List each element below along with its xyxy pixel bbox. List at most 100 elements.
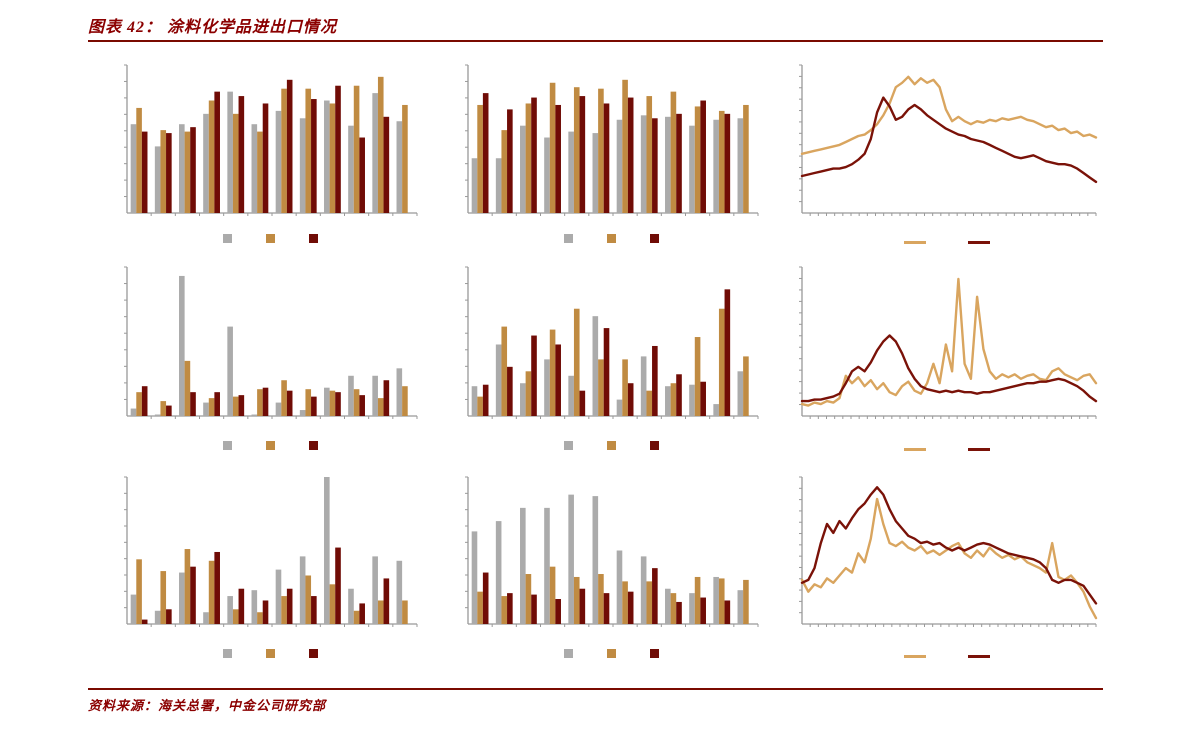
bar-tan bbox=[549, 566, 556, 624]
bar-tan bbox=[525, 371, 532, 416]
bar-gray bbox=[616, 399, 623, 416]
bar-darkred bbox=[555, 344, 561, 416]
bar-chart-top-middle bbox=[460, 61, 762, 221]
bar-darkred bbox=[724, 289, 731, 416]
bar-gray bbox=[568, 131, 574, 213]
bar-darkred bbox=[676, 113, 682, 213]
bar-tan bbox=[160, 401, 167, 416]
bar-darkred bbox=[531, 335, 537, 416]
bar-tan bbox=[598, 88, 604, 213]
bar-tan bbox=[257, 389, 263, 416]
line-chart-top-right bbox=[794, 61, 1100, 221]
bar-gray bbox=[203, 612, 209, 624]
bar-gray bbox=[372, 93, 378, 213]
legend-swatch-darkred bbox=[968, 655, 990, 658]
bar-gray bbox=[203, 113, 209, 213]
legend-middle-left bbox=[119, 441, 421, 450]
bar-tan bbox=[136, 392, 142, 416]
bar-gray bbox=[396, 121, 403, 213]
bar-darkred bbox=[482, 384, 489, 416]
bar-darkred bbox=[214, 551, 220, 624]
legend-bottom-left bbox=[119, 649, 421, 658]
bar-chart-top-left bbox=[119, 61, 421, 221]
bar-tan bbox=[646, 390, 653, 416]
bar-gray bbox=[396, 368, 403, 416]
bar-tan bbox=[743, 104, 749, 213]
bar-tan bbox=[305, 88, 312, 213]
bar-tan bbox=[281, 596, 287, 624]
bar-darkred bbox=[555, 104, 561, 213]
legend-swatch-darkred bbox=[308, 441, 318, 450]
bar-tan bbox=[573, 308, 580, 416]
bar-gray bbox=[520, 383, 526, 416]
bar-darkred bbox=[383, 578, 390, 624]
bar-gray bbox=[154, 146, 161, 213]
bar-chart-canvas bbox=[124, 266, 418, 419]
legend-swatch-darkred bbox=[968, 448, 990, 451]
bar-darkred bbox=[335, 85, 341, 213]
bar-tan bbox=[208, 398, 215, 416]
bar-darkred bbox=[507, 366, 513, 416]
bar-chart-canvas bbox=[465, 476, 759, 627]
bar-tan bbox=[377, 600, 384, 624]
bar-tan bbox=[232, 396, 239, 416]
bar-darkred bbox=[579, 96, 586, 213]
bar-gray bbox=[396, 560, 403, 624]
bar-tan bbox=[573, 87, 580, 213]
source-note: 资料来源：海关总署，中金公司研究部 bbox=[88, 698, 327, 713]
bar-darkred bbox=[238, 395, 245, 416]
bar-tan bbox=[208, 560, 215, 624]
bar-tan bbox=[694, 576, 701, 624]
title-divider-rule bbox=[88, 40, 1103, 42]
bar-darkred bbox=[482, 572, 489, 624]
bar-darkred bbox=[359, 395, 365, 416]
bar-tan bbox=[573, 576, 580, 624]
bar-tan bbox=[694, 337, 701, 416]
bar-chart-canvas bbox=[465, 64, 759, 216]
bar-tan bbox=[694, 106, 701, 213]
bar-tan bbox=[718, 308, 725, 416]
bar-gray bbox=[227, 326, 233, 416]
bar-tan bbox=[549, 329, 556, 416]
bar-darkred bbox=[555, 599, 561, 624]
bar-tan bbox=[501, 326, 508, 416]
bar-darkred bbox=[286, 79, 293, 213]
bar-gray bbox=[665, 116, 671, 213]
bar-tan bbox=[257, 131, 263, 213]
bar-darkred bbox=[531, 594, 537, 624]
bar-darkred bbox=[627, 591, 634, 624]
bar-tan bbox=[598, 359, 604, 416]
bar-darkred bbox=[603, 593, 610, 624]
bar-gray bbox=[179, 572, 185, 624]
bar-gray bbox=[495, 158, 502, 213]
bar-darkred bbox=[311, 99, 317, 213]
bar-gray bbox=[179, 275, 185, 416]
bar-gray bbox=[520, 507, 526, 624]
bar-darkred bbox=[286, 588, 293, 624]
bar-tan bbox=[501, 596, 508, 624]
line-darkred bbox=[800, 96, 1098, 184]
bar-gray bbox=[372, 375, 378, 416]
bar-gray bbox=[665, 588, 671, 624]
bar-gray bbox=[130, 408, 137, 416]
bar-darkred bbox=[531, 97, 537, 213]
bar-darkred bbox=[507, 593, 513, 624]
bar-gray bbox=[520, 125, 526, 213]
bar-darkred bbox=[383, 116, 390, 213]
bar-darkred bbox=[262, 103, 269, 213]
bar-gray bbox=[471, 158, 478, 213]
bar-tan bbox=[353, 389, 360, 416]
bar-darkred bbox=[166, 609, 172, 624]
bar-darkred bbox=[359, 603, 365, 624]
bar-tan bbox=[305, 575, 312, 624]
line-tan bbox=[800, 277, 1098, 407]
legend-swatch-tan bbox=[904, 241, 926, 244]
legend-top-right bbox=[794, 241, 1100, 244]
bar-tan bbox=[377, 76, 384, 213]
bar-gray bbox=[324, 387, 330, 416]
bar-chart-canvas bbox=[124, 64, 418, 216]
bar-darkred bbox=[214, 91, 220, 213]
bar-darkred bbox=[482, 93, 489, 213]
line-tan bbox=[800, 497, 1098, 620]
bar-gray bbox=[324, 477, 330, 624]
